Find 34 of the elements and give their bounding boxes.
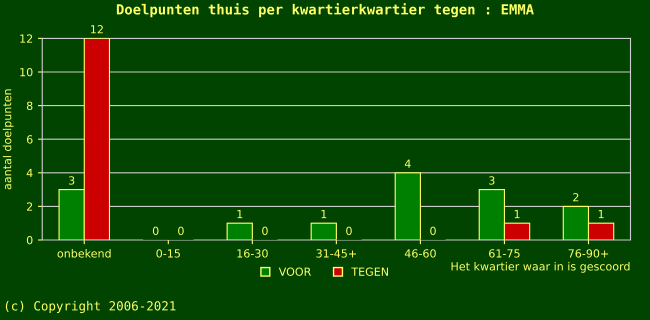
y-tick-label: 8 [26, 102, 32, 110]
x-tick-label: 16-30 [237, 249, 268, 258]
data-label: 4 [404, 160, 411, 168]
y-tick-label: 0 [26, 236, 32, 244]
legend-label: TEGEN [351, 267, 388, 276]
data-label: 3 [489, 176, 494, 185]
chart-title: Doelpunten thuis per kwartierkwartier tegen : EMMA [116, 3, 534, 18]
x-tick-label: 31-45+ [316, 249, 356, 258]
data-label: 0 [178, 226, 184, 236]
data-label: 1 [514, 210, 520, 218]
y-tick-label: 12 [20, 34, 32, 43]
data-label: 0 [346, 226, 352, 236]
x-tick-label: onbekend [58, 249, 111, 258]
data-label: 1 [237, 210, 242, 218]
data-label: 12 [91, 25, 103, 34]
data-label: 0 [430, 226, 436, 236]
data-label: 1 [321, 210, 326, 218]
legend-label: VOOR [278, 267, 312, 276]
x-tick-label: 46-60 [404, 249, 436, 258]
y-tick-label: 4 [26, 168, 33, 178]
x-axis-title: Het kwartier waar in is gescoord [452, 262, 630, 273]
data-label: 3 [68, 176, 74, 185]
y-tick-label: 10 [20, 68, 32, 76]
y-axis-title: aantal doelpunten [2, 89, 14, 190]
x-tick-label: 61-75 [489, 249, 520, 258]
data-label: 1 [598, 210, 604, 218]
data-label: 2 [573, 193, 578, 202]
x-tick-label: 76-90+ [568, 249, 608, 258]
y-tick-label: 6 [26, 135, 33, 144]
data-label: 0 [152, 226, 158, 236]
x-tick-label: 0-15 [156, 249, 180, 258]
data-label: 0 [262, 226, 268, 236]
y-tick-label: 2 [26, 202, 32, 211]
text: (c) Copyright 2006-2021 [6, 300, 176, 314]
